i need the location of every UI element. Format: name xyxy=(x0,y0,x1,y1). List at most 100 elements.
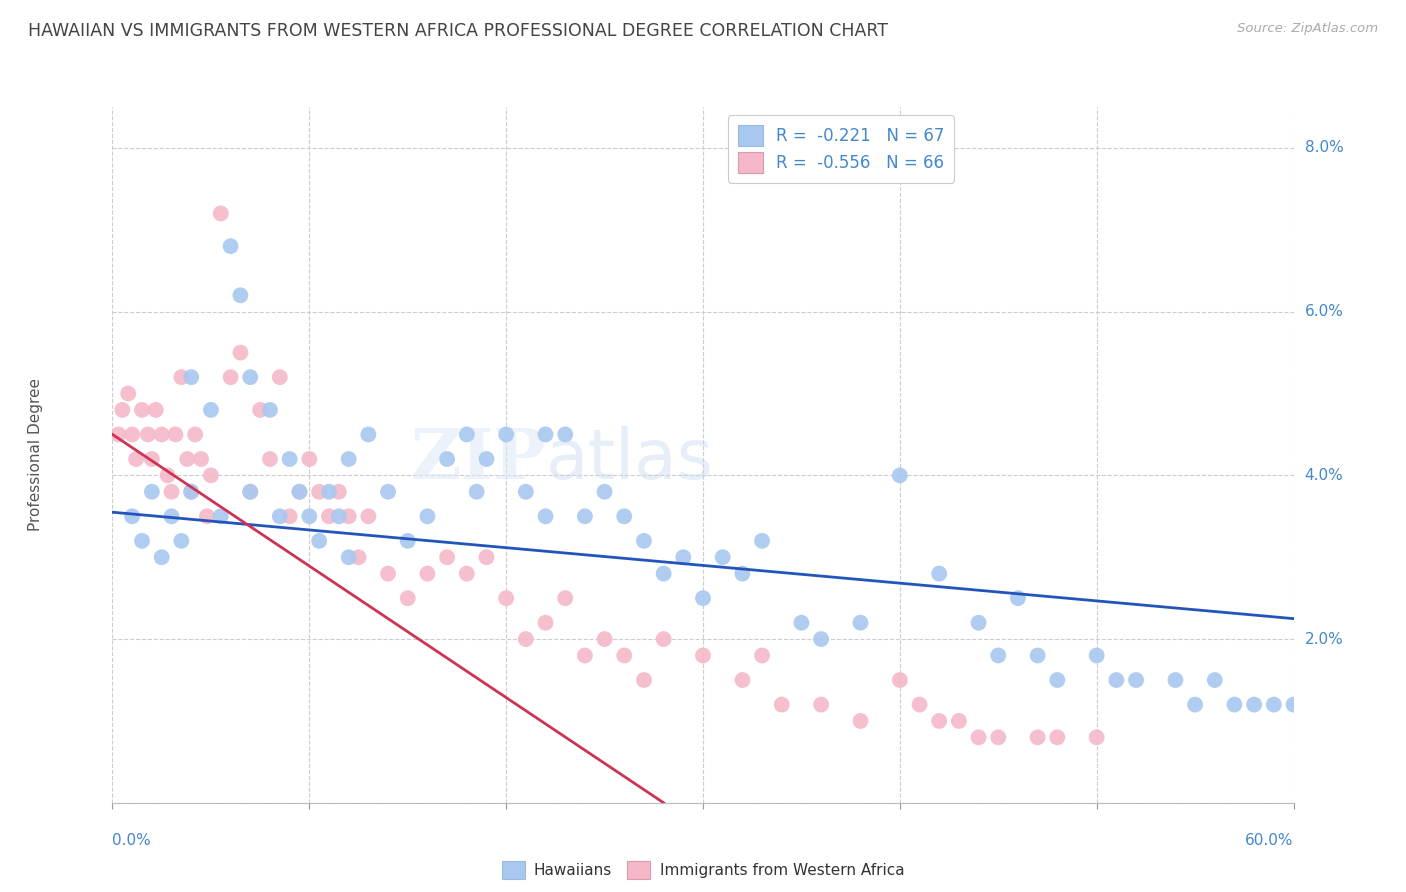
Point xyxy=(180,370,202,384)
Point xyxy=(1204,673,1226,687)
Point xyxy=(1085,648,1108,663)
Point xyxy=(180,484,202,499)
Point xyxy=(259,452,281,467)
Point xyxy=(209,206,232,220)
Point xyxy=(554,427,576,442)
Point xyxy=(751,533,773,548)
Point xyxy=(416,509,439,524)
Point xyxy=(184,427,207,442)
Point xyxy=(987,648,1010,663)
Point xyxy=(652,632,675,646)
Point xyxy=(278,509,301,524)
Point xyxy=(1125,673,1147,687)
Point xyxy=(475,452,498,467)
Text: 2.0%: 2.0% xyxy=(1305,632,1343,647)
Point xyxy=(337,550,360,565)
Point xyxy=(298,509,321,524)
Point xyxy=(357,427,380,442)
Point xyxy=(308,533,330,548)
Text: Professional Degree: Professional Degree xyxy=(28,378,44,532)
Point xyxy=(436,550,458,565)
Point xyxy=(288,484,311,499)
Point xyxy=(396,591,419,606)
Point xyxy=(209,509,232,524)
Point xyxy=(165,427,187,442)
Point xyxy=(190,452,212,467)
Point xyxy=(125,452,148,467)
Point xyxy=(515,484,537,499)
Text: HAWAIIAN VS IMMIGRANTS FROM WESTERN AFRICA PROFESSIONAL DEGREE CORRELATION CHART: HAWAIIAN VS IMMIGRANTS FROM WESTERN AFRI… xyxy=(28,22,889,40)
Point xyxy=(160,509,183,524)
Point xyxy=(633,673,655,687)
Point xyxy=(1007,591,1029,606)
Point xyxy=(239,484,262,499)
Point xyxy=(987,731,1010,745)
Point xyxy=(534,615,557,630)
Point xyxy=(633,533,655,548)
Point xyxy=(1105,673,1128,687)
Point xyxy=(928,714,950,728)
Point xyxy=(593,484,616,499)
Point xyxy=(180,484,202,499)
Point xyxy=(790,615,813,630)
Point xyxy=(849,714,872,728)
Point xyxy=(337,452,360,467)
Point xyxy=(229,288,252,302)
Point xyxy=(967,615,990,630)
Point xyxy=(1046,731,1069,745)
Text: 6.0%: 6.0% xyxy=(1305,304,1344,319)
Point xyxy=(377,566,399,581)
Point xyxy=(731,673,754,687)
Point xyxy=(195,509,218,524)
Point xyxy=(652,566,675,581)
Point xyxy=(731,566,754,581)
Text: 8.0%: 8.0% xyxy=(1305,140,1343,155)
Point xyxy=(219,239,242,253)
Point xyxy=(136,427,159,442)
Point xyxy=(416,566,439,581)
Point xyxy=(495,591,517,606)
Point xyxy=(534,427,557,442)
Point xyxy=(613,509,636,524)
Point xyxy=(574,509,596,524)
Point xyxy=(121,427,143,442)
Point xyxy=(145,403,167,417)
Point xyxy=(967,731,990,745)
Point xyxy=(239,370,262,384)
Point xyxy=(465,484,488,499)
Point xyxy=(249,403,271,417)
Legend: Hawaiians, Immigrants from Western Africa: Hawaiians, Immigrants from Western Afric… xyxy=(496,855,910,886)
Point xyxy=(131,533,153,548)
Point xyxy=(176,452,198,467)
Point xyxy=(156,468,179,483)
Point xyxy=(495,427,517,442)
Point xyxy=(908,698,931,712)
Point xyxy=(160,484,183,499)
Point xyxy=(269,370,291,384)
Point xyxy=(269,509,291,524)
Point xyxy=(170,533,193,548)
Point xyxy=(219,370,242,384)
Text: 60.0%: 60.0% xyxy=(1246,833,1294,848)
Point xyxy=(377,484,399,499)
Point xyxy=(751,648,773,663)
Point xyxy=(810,698,832,712)
Point xyxy=(515,632,537,646)
Point xyxy=(298,452,321,467)
Point xyxy=(111,403,134,417)
Point xyxy=(928,566,950,581)
Point xyxy=(170,370,193,384)
Point xyxy=(593,632,616,646)
Point xyxy=(1263,698,1285,712)
Point xyxy=(239,484,262,499)
Point xyxy=(396,533,419,548)
Point xyxy=(337,509,360,524)
Point xyxy=(107,427,129,442)
Point xyxy=(889,673,911,687)
Point xyxy=(328,509,350,524)
Point xyxy=(1046,673,1069,687)
Point xyxy=(574,648,596,663)
Point xyxy=(121,509,143,524)
Point xyxy=(318,509,340,524)
Point xyxy=(554,591,576,606)
